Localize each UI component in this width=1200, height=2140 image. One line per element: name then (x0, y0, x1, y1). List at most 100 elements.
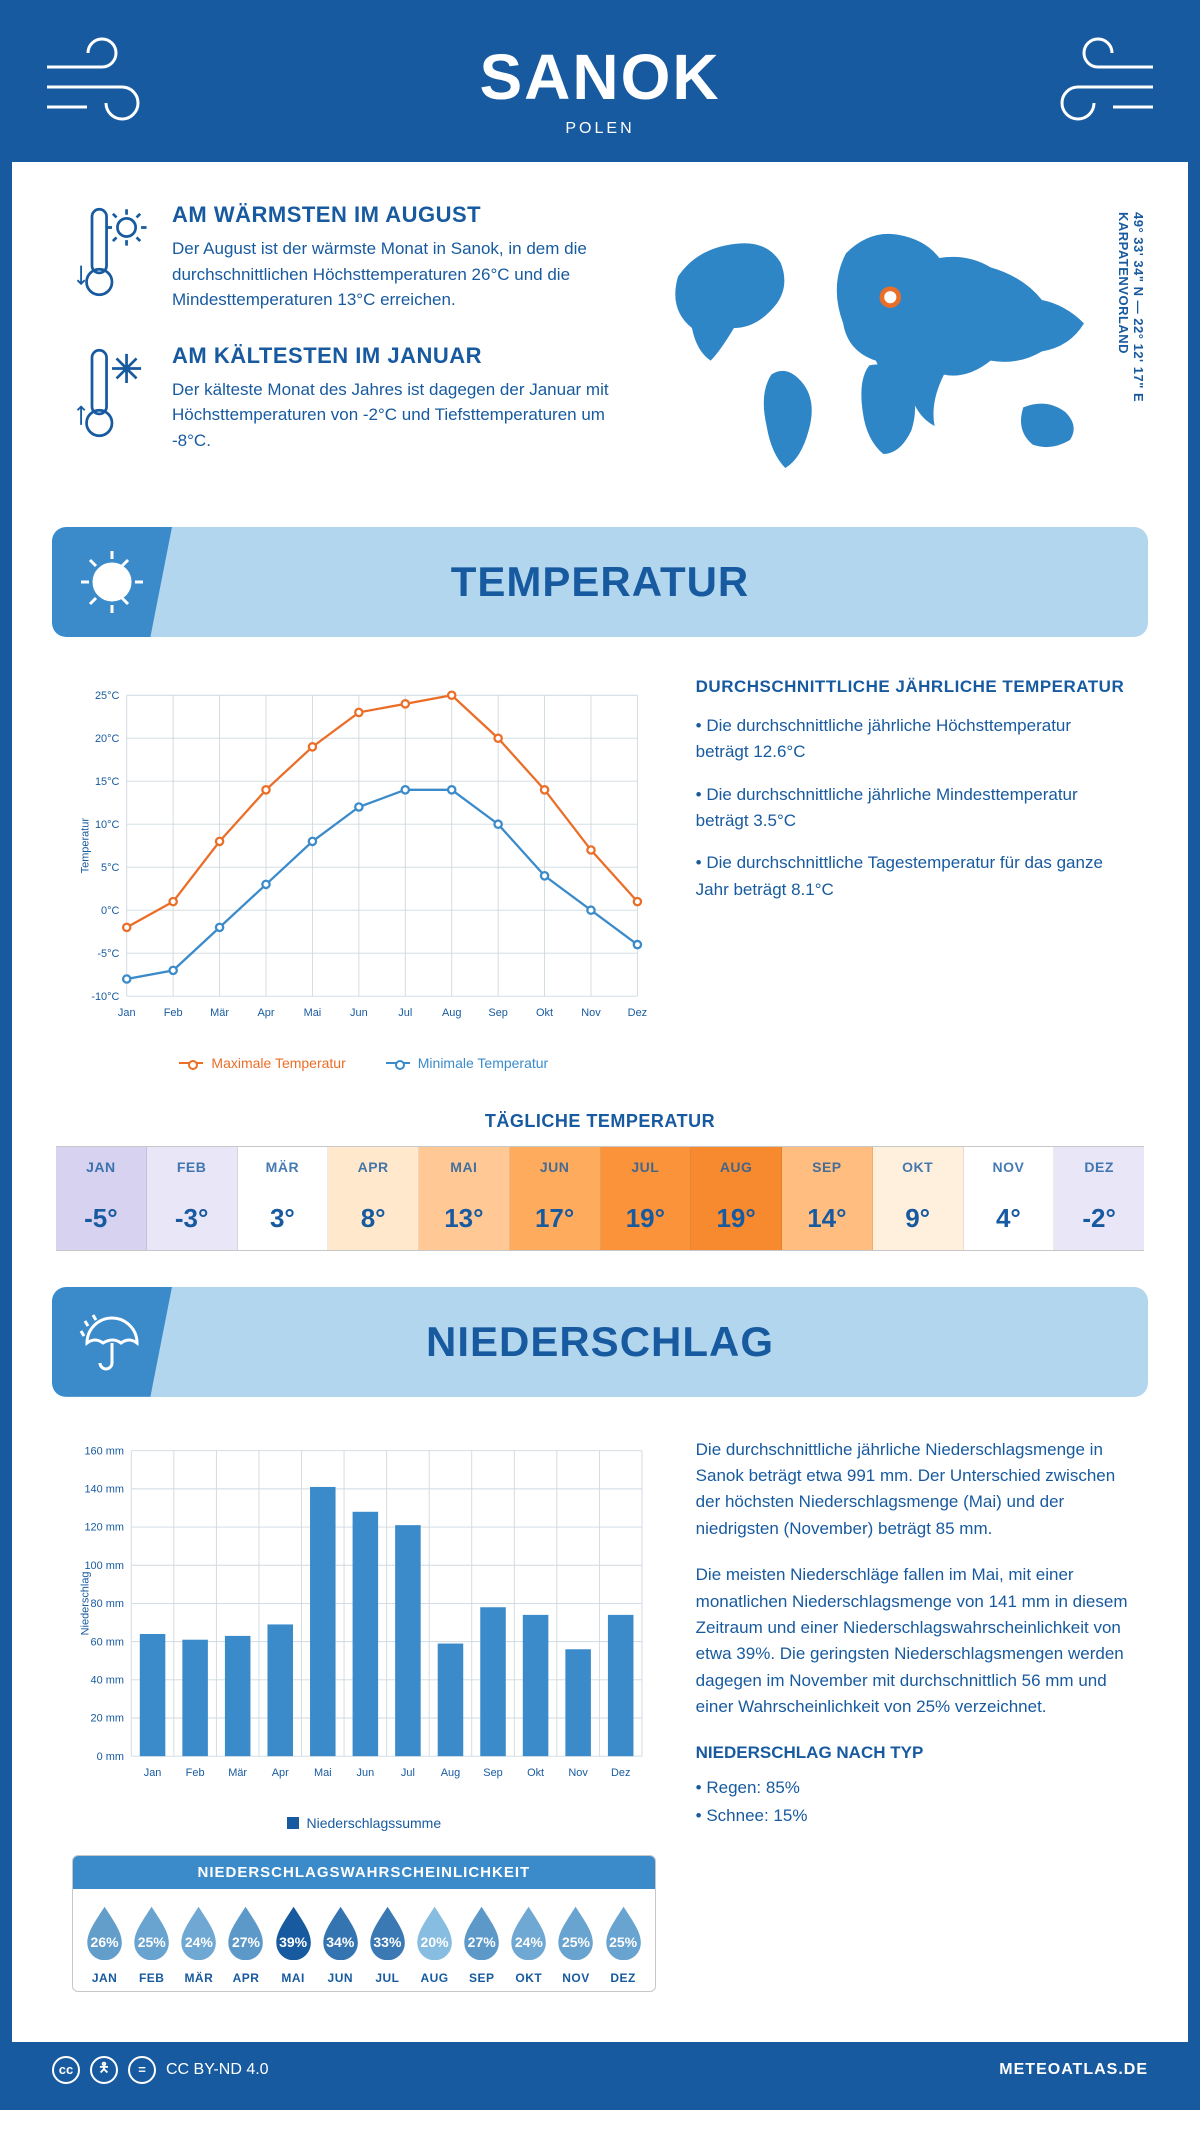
svg-text:20 mm: 20 mm (91, 1712, 124, 1724)
svg-text:Apr: Apr (257, 1007, 274, 1019)
svg-text:25°C: 25°C (95, 690, 120, 702)
svg-text:Jan: Jan (118, 1007, 136, 1019)
svg-text:120 mm: 120 mm (84, 1521, 124, 1533)
svg-text:Apr: Apr (272, 1767, 289, 1779)
probability-drop: 25%NOV (554, 1905, 597, 1985)
svg-text:160 mm: 160 mm (84, 1445, 124, 1457)
daily-temp-cell: JAN -5° (56, 1147, 147, 1250)
svg-text:Jul: Jul (398, 1007, 412, 1019)
city-title: SANOK (12, 40, 1188, 114)
wind-icon-right (1043, 32, 1163, 132)
svg-text:Mai: Mai (314, 1767, 332, 1779)
probability-drop: 25%DEZ (602, 1905, 645, 1985)
probability-drop: 26%JAN (83, 1905, 126, 1985)
svg-text:140 mm: 140 mm (84, 1483, 124, 1495)
cold-fact: AM KÄLTESTEN IM JANUAR Der kälteste Mona… (72, 343, 609, 454)
daily-temp-cell: NOV 4° (964, 1147, 1055, 1250)
world-map (639, 202, 1128, 482)
daily-temp-cell: JUL 19° (601, 1147, 692, 1250)
svg-text:Dez: Dez (628, 1007, 647, 1019)
probability-drop: 25%FEB (130, 1905, 173, 1985)
header: SANOK POLEN (12, 12, 1188, 162)
svg-text:Jul: Jul (401, 1767, 415, 1779)
probability-drop: 27%APR (224, 1905, 267, 1985)
svg-text:Sep: Sep (483, 1767, 502, 1779)
nd-icon: = (128, 2056, 156, 2084)
warm-text: Der August ist der wärmste Monat in Sano… (172, 236, 609, 313)
precip-type-title: NIEDERSCHLAG NACH TYP (696, 1740, 1128, 1766)
svg-text:15°C: 15°C (95, 776, 120, 788)
license-text: CC BY-ND 4.0 (166, 2061, 269, 2079)
license: cc 🯅 = CC BY-ND 4.0 (52, 2056, 269, 2084)
daily-temp-cell: APR 8° (328, 1147, 419, 1250)
svg-text:Jun: Jun (350, 1007, 368, 1019)
temperature-title: TEMPERATUR (172, 558, 1148, 606)
temperature-line-chart: -10°C-5°C0°C5°C10°C15°C20°C25°CJanFebMär… (72, 677, 656, 1042)
probability-drop: 24%OKT (507, 1905, 550, 1985)
svg-text:Feb: Feb (164, 1007, 183, 1019)
wind-icon-left (37, 32, 157, 132)
daily-temp-title: TÄGLICHE TEMPERATUR (12, 1111, 1188, 1132)
daily-temp-cell: DEZ -2° (1054, 1147, 1144, 1250)
precip-type-line: • Regen: 85% (696, 1775, 1128, 1801)
probability-drop: 24%MÄR (177, 1905, 220, 1985)
probability-drop: 27%SEP (460, 1905, 503, 1985)
svg-text:Aug: Aug (442, 1007, 461, 1019)
svg-text:10°C: 10°C (95, 819, 120, 831)
warm-fact: AM WÄRMSTEN IM AUGUST Der August ist der… (72, 202, 609, 313)
warm-title: AM WÄRMSTEN IM AUGUST (172, 202, 609, 228)
svg-text:Niederschlag: Niederschlag (79, 1571, 91, 1635)
sun-icon (77, 547, 147, 617)
umbrella-icon (79, 1309, 145, 1375)
daily-temp-cell: SEP 14° (782, 1147, 873, 1250)
cc-icon: cc (52, 2056, 80, 2084)
svg-text:Aug: Aug (441, 1767, 460, 1779)
temp-fact-line: • Die durchschnittliche jährliche Höchst… (696, 713, 1128, 766)
svg-text:-10°C: -10°C (91, 991, 119, 1003)
svg-text:Feb: Feb (186, 1767, 205, 1779)
svg-text:0°C: 0°C (101, 905, 119, 917)
temperature-area: -10°C-5°C0°C5°C10°C15°C20°C25°CJanFebMär… (12, 637, 1188, 1091)
daily-temp-cell: FEB -3° (147, 1147, 238, 1250)
svg-text:60 mm: 60 mm (91, 1636, 124, 1648)
probability-drop: 20%AUG (413, 1905, 456, 1985)
svg-text:Okt: Okt (527, 1767, 544, 1779)
svg-text:Temperatur: Temperatur (79, 818, 91, 874)
svg-text:20°C: 20°C (95, 733, 120, 745)
svg-text:5°C: 5°C (101, 862, 119, 874)
temp-fact-line: • Die durchschnittliche jährliche Mindes… (696, 782, 1128, 835)
country-label: POLEN (12, 120, 1188, 138)
site-name: METEOATLAS.DE (999, 2061, 1148, 2079)
svg-text:Mär: Mär (228, 1767, 247, 1779)
coordinates: 49° 33' 34" N — 22° 12' 17" E KARPATENVO… (1116, 212, 1146, 402)
svg-text:Mai: Mai (304, 1007, 322, 1019)
cold-title: AM KÄLTESTEN IM JANUAR (172, 343, 609, 369)
precip-paragraph-1: Die durchschnittliche jährliche Niedersc… (696, 1437, 1128, 1542)
footer: cc 🯅 = CC BY-ND 4.0 METEOATLAS.DE (12, 2042, 1188, 2098)
svg-text:0 mm: 0 mm (97, 1751, 124, 1763)
thermometer-cold-icon (72, 343, 152, 443)
daily-temp-cell: OKT 9° (873, 1147, 964, 1250)
daily-temp-cell: AUG 19° (691, 1147, 782, 1250)
daily-temp-table: JAN -5°FEB -3°MÄR 3°APR 8°MAI 13°JUN 17°… (56, 1146, 1144, 1251)
precip-type-line: • Schnee: 15% (696, 1803, 1128, 1829)
precipitation-title: NIEDERSCHLAG (172, 1318, 1148, 1366)
precipitation-bar-chart: 0 mm20 mm40 mm60 mm80 mm100 mm120 mm140 … (72, 1437, 656, 1802)
temp-facts-title: DURCHSCHNITTLICHE JÄHRLICHE TEMPERATUR (696, 677, 1128, 697)
svg-text:Nov: Nov (581, 1007, 601, 1019)
temperature-legend: Maximale Temperatur Minimale Temperatur (72, 1055, 656, 1071)
probability-box: NIEDERSCHLAGSWAHRSCHEINLICHKEIT 26%JAN25… (72, 1855, 656, 1992)
daily-temp-cell: MAI 13° (419, 1147, 510, 1250)
probability-title: NIEDERSCHLAGSWAHRSCHEINLICHKEIT (73, 1856, 655, 1889)
svg-text:Mär: Mär (210, 1007, 229, 1019)
svg-text:Jun: Jun (357, 1767, 375, 1779)
precipitation-area: 0 mm20 mm40 mm60 mm80 mm100 mm120 mm140 … (12, 1397, 1188, 2012)
probability-drop: 39%MAI (272, 1905, 315, 1985)
page: SANOK POLEN AM WÄRMSTEN IM AUGUST Der Au… (0, 0, 1200, 2110)
daily-temp-cell: JUN 17° (510, 1147, 601, 1250)
thermometer-hot-icon (72, 202, 152, 302)
probability-drop: 33%JUL (366, 1905, 409, 1985)
daily-temp-cell: MÄR 3° (238, 1147, 329, 1250)
cold-text: Der kälteste Monat des Jahres ist dagege… (172, 377, 609, 454)
probability-drop: 34%JUN (319, 1905, 362, 1985)
